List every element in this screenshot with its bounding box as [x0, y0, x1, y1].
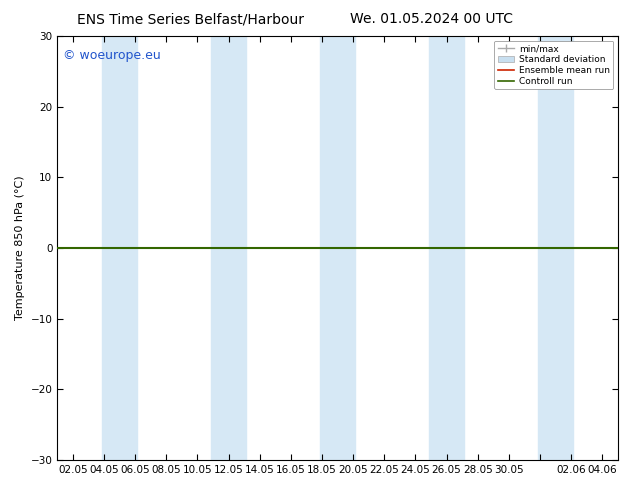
- Bar: [538, 36, 573, 460]
- Bar: [103, 36, 137, 460]
- Bar: [320, 36, 354, 460]
- Bar: [429, 36, 463, 460]
- Bar: [212, 36, 246, 460]
- Y-axis label: Temperature 850 hPa (°C): Temperature 850 hPa (°C): [15, 176, 25, 320]
- Text: © woeurope.eu: © woeurope.eu: [63, 49, 160, 62]
- Text: ENS Time Series Belfast/Harbour: ENS Time Series Belfast/Harbour: [77, 12, 304, 26]
- Legend: min/max, Standard deviation, Ensemble mean run, Controll run: min/max, Standard deviation, Ensemble me…: [495, 41, 613, 89]
- Text: We. 01.05.2024 00 UTC: We. 01.05.2024 00 UTC: [349, 12, 513, 26]
